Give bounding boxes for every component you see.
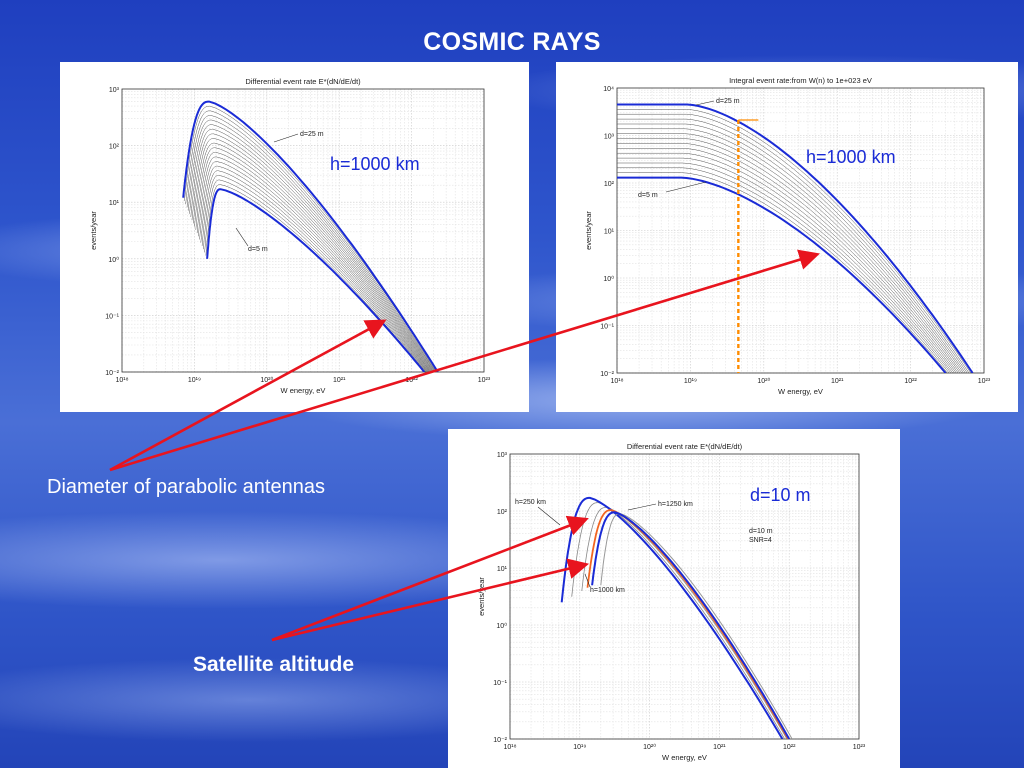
y-tick-label: 10¹ — [109, 200, 120, 207]
x-tick-label: 10²² — [405, 377, 418, 384]
x-axis-label: W energy, eV — [281, 386, 326, 395]
y-tick-label: 10¹ — [497, 566, 508, 573]
slide-title: COSMIC RAYS — [423, 28, 601, 56]
series-group — [617, 103, 974, 373]
x-tick-label: 10¹⁸ — [610, 378, 623, 385]
annotation-pointer — [665, 181, 707, 193]
annotation-pointer — [235, 227, 249, 247]
annotation-label: h=1250 km — [658, 501, 693, 508]
series-line-intermediate — [617, 109, 972, 373]
series-line-intermediate — [617, 172, 948, 373]
y-tick-label: 10⁻² — [600, 371, 614, 378]
chart-integral-rate-diameter: 10¹⁸ 10¹⁹ 10²⁰ 10²¹ 10²² 10²³ 10⁻² 10⁻¹ 10⁰ 10¹ 10… — [556, 62, 1018, 412]
annotation-label: h=1000 km — [590, 587, 625, 594]
y-axis-label: events/year — [89, 211, 98, 250]
x-tick-label: 10²¹ — [713, 744, 726, 751]
x-tick-label: 10²¹ — [333, 377, 346, 384]
annotation-label: h=250 km — [515, 499, 546, 506]
y-tick-label: 10⁴ — [603, 86, 614, 93]
x-tick-label: 10¹⁹ — [684, 378, 697, 385]
x-tick-label: 10²³ — [478, 377, 491, 384]
series-line-h-1250-km — [600, 513, 793, 739]
x-tick-label: 10²³ — [853, 744, 866, 751]
x-tick-label: 10²⁰ — [260, 376, 273, 384]
overlay-label: h=1000 km — [806, 147, 896, 167]
series-line-intermediate — [617, 167, 950, 373]
y-tick-label: 10³ — [109, 87, 120, 94]
y-tick-label: 10⁻¹ — [493, 680, 507, 687]
series-line-d-25-m — [617, 103, 974, 373]
series-line-intermediate — [617, 123, 966, 373]
chart-3-svg: 10¹⁸ 10¹⁹ 10²⁰ 10²¹ 10²² 10²³ 10⁻² 10⁻¹ 10⁰ 10¹ 10… — [477, 442, 866, 762]
diameter-label: Diameter of parabolic antennas — [47, 476, 325, 498]
x-tick-label: 10²¹ — [831, 378, 844, 385]
y-tick-label: 10² — [497, 509, 508, 516]
y-tick-label: 10³ — [497, 452, 508, 459]
series-line-d-5-m — [206, 188, 426, 372]
annotation-pointer — [273, 133, 299, 143]
series-line-intermediate — [617, 133, 963, 373]
x-tick-label: 10²² — [904, 378, 917, 385]
annotation-label: d=25 m — [300, 131, 324, 138]
annotation-pointer — [537, 506, 561, 526]
y-tick-label: 10¹ — [604, 229, 615, 236]
overlay-label: d=10 m — [750, 485, 811, 505]
x-tick-label: 10¹⁸ — [503, 744, 516, 751]
chart-2-svg: 10¹⁸ 10¹⁹ 10²⁰ 10²¹ 10²² 10²³ 10⁻² 10⁻¹ 10⁰ 10¹ 10… — [584, 76, 991, 396]
x-tick-label: 10²² — [783, 744, 796, 751]
chart-differential-rate-diameter: 10¹⁸ 10¹⁹ 10²⁰ 10²¹ 10²² 10²³ 10⁻² 10⁻¹ 10⁰ 10¹ 10… — [60, 62, 529, 412]
y-tick-label: 10⁰ — [108, 256, 119, 264]
series-line-intermediate — [617, 118, 968, 373]
x-tick-label: 10¹⁸ — [115, 377, 128, 384]
y-tick-label: 10⁰ — [496, 622, 507, 630]
series-line-intermediate — [617, 138, 961, 373]
series-line-highlight — [586, 509, 789, 739]
y-tick-label: 10² — [604, 181, 615, 188]
series-line-intermediate — [617, 128, 964, 373]
chart-1-svg: 10¹⁸ 10¹⁹ 10²⁰ 10²¹ 10²² 10²³ 10⁻² 10⁻¹ 10⁰ 10¹ 10… — [89, 77, 491, 395]
x-tick-label: 10¹⁹ — [188, 377, 201, 384]
series-line-d-5-m — [617, 176, 947, 373]
chart-title: Integral event rate:from W(n) to 1e+023 … — [729, 76, 872, 85]
legend-text: d=10 m — [749, 528, 773, 535]
chart-title: Differential event rate E*(dN/dE/dt) — [245, 77, 361, 86]
annotation-label: d=5 m — [248, 246, 268, 253]
series-line-intermediate — [617, 143, 959, 373]
annotation-label: d=25 m — [716, 98, 740, 105]
y-axis-label: events/year — [477, 577, 486, 616]
x-axis-label: W energy, eV — [778, 387, 823, 396]
x-tick-label: 10²⁰ — [757, 377, 770, 385]
y-tick-label: 10² — [109, 144, 120, 151]
y-tick-label: 10⁻¹ — [600, 324, 614, 331]
annotation-pointer — [627, 503, 657, 511]
y-tick-label: 10⁰ — [603, 275, 614, 283]
annotation-pointer — [695, 100, 715, 106]
series-line-intermediate — [617, 148, 957, 373]
y-tick-label: 10⁻² — [493, 737, 507, 744]
overlay-label: h=1000 km — [330, 154, 420, 174]
chart-title: Differential event rate E*(dN/dE/dt) — [627, 442, 743, 451]
series-line-intermediate — [617, 162, 952, 373]
x-tick-label: 10²⁰ — [643, 743, 656, 751]
chart-differential-rate-altitude: 10¹⁸ 10¹⁹ 10²⁰ 10²¹ 10²² 10²³ 10⁻² 10⁻¹ 10⁰ 10¹ 10… — [448, 429, 900, 768]
series-line-intermediate — [617, 152, 955, 373]
y-tick-label: 10⁻¹ — [105, 313, 119, 320]
y-tick-label: 10³ — [604, 134, 615, 141]
series-line-intermediate — [617, 113, 970, 373]
series-line-intermediate — [617, 157, 953, 373]
annotation-label: d=5 m — [638, 192, 658, 199]
series-line-h-1000-km — [591, 511, 791, 739]
y-tick-label: 10⁻² — [105, 370, 119, 377]
x-axis-label: W energy, eV — [662, 753, 707, 762]
legend-text: SNR=4 — [749, 537, 772, 544]
y-axis-label: events/year — [584, 211, 593, 250]
x-tick-label: 10²³ — [978, 378, 991, 385]
altitude-label: Satellite altitude — [193, 653, 355, 676]
x-tick-label: 10¹⁹ — [573, 744, 586, 751]
